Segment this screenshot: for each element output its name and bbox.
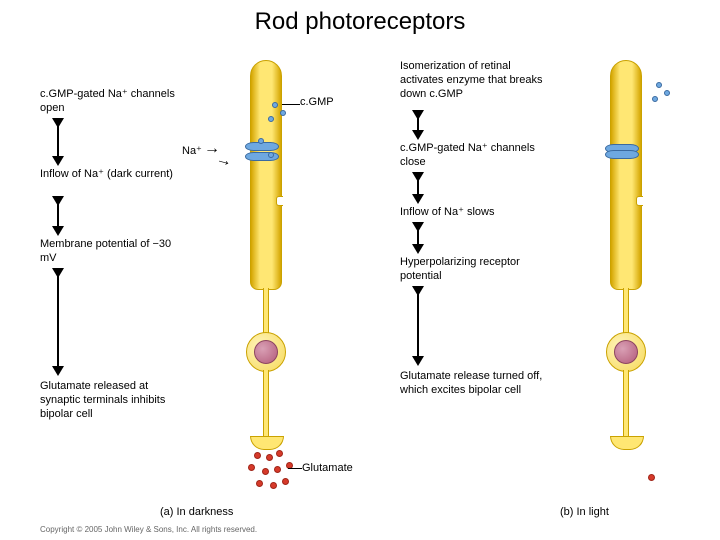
panel-darkness: c.GMP-gated Na⁺ channels open Inflow of … bbox=[40, 60, 360, 520]
glutamate-molecule bbox=[270, 482, 277, 489]
leader-line bbox=[282, 104, 300, 105]
rod-cell-dark: → → c.GMP Na⁺ Glutamate bbox=[210, 60, 330, 500]
rod-cell-light bbox=[570, 60, 690, 500]
synaptic-terminal bbox=[610, 436, 644, 450]
cgmp-molecule bbox=[272, 102, 278, 108]
step-text: Inflow of Na⁺ slows bbox=[400, 206, 550, 220]
glutamate-molecule bbox=[262, 468, 269, 475]
cgmp-molecule bbox=[652, 96, 658, 102]
step-text: Inflow of Na⁺ (dark current) bbox=[40, 168, 180, 182]
copyright-text: Copyright © 2005 John Wiley & Sons, Inc.… bbox=[40, 525, 257, 534]
glutamate-label: Glutamate bbox=[302, 462, 353, 474]
cgmp-molecule bbox=[258, 138, 264, 144]
caption-light: (b) In light bbox=[560, 506, 609, 518]
cgmp-molecule bbox=[268, 116, 274, 122]
cgmp-label: c.GMP bbox=[300, 96, 334, 108]
outer-segment bbox=[610, 60, 642, 290]
glutamate-molecule bbox=[282, 478, 289, 485]
step-text: Glutamate release turned off, which exci… bbox=[400, 370, 550, 398]
step-text: Hyperpolarizing receptor potential bbox=[400, 256, 550, 284]
glutamate-molecule bbox=[266, 454, 273, 461]
na-flow-arrow-icon: → bbox=[214, 150, 234, 172]
step-text: c.GMP-gated Na⁺ channels open bbox=[40, 88, 180, 116]
glutamate-molecule bbox=[648, 474, 655, 481]
inner-segment bbox=[623, 288, 629, 338]
page-title: Rod photoreceptors bbox=[0, 8, 720, 36]
panel-light: Isomerization of retinal activates enzym… bbox=[400, 60, 700, 520]
caption-darkness: (a) In darkness bbox=[160, 506, 233, 518]
na-label: Na⁺ bbox=[182, 144, 202, 157]
axon bbox=[263, 370, 269, 438]
step-text: c.GMP-gated Na⁺ channels close bbox=[400, 142, 550, 170]
cgmp-molecule bbox=[268, 152, 274, 158]
ion-channel-open bbox=[245, 142, 279, 160]
cgmp-molecule bbox=[280, 110, 286, 116]
cgmp-molecule bbox=[656, 82, 662, 88]
glutamate-molecule bbox=[248, 464, 255, 471]
synaptic-terminal bbox=[250, 436, 284, 450]
nucleus bbox=[254, 340, 278, 364]
glutamate-molecule bbox=[254, 452, 261, 459]
glutamate-molecule bbox=[274, 466, 281, 473]
step-text: Isomerization of retinal activates enzym… bbox=[400, 60, 550, 101]
outer-segment bbox=[250, 60, 282, 290]
glutamate-molecule bbox=[276, 450, 283, 457]
nucleus bbox=[614, 340, 638, 364]
ion-channel-closed bbox=[605, 142, 639, 160]
step-text: Glutamate released at synaptic terminals… bbox=[40, 380, 180, 421]
axon bbox=[623, 370, 629, 438]
leader-line bbox=[288, 468, 302, 469]
inner-segment bbox=[263, 288, 269, 338]
step-text: Membrane potential of −30 mV bbox=[40, 238, 180, 266]
glutamate-molecule bbox=[256, 480, 263, 487]
cgmp-molecule bbox=[664, 90, 670, 96]
